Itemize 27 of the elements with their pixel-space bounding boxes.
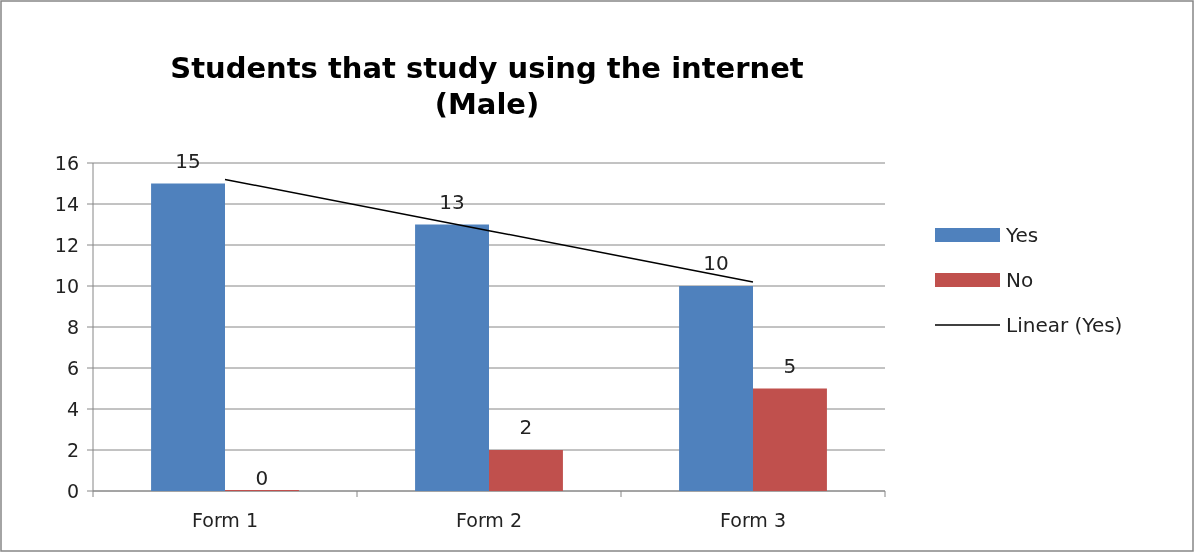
y-tick-label: 6 <box>66 357 79 379</box>
y-tick-label: 10 <box>54 275 79 297</box>
bar <box>151 183 225 491</box>
y-tick-label: 14 <box>54 193 79 215</box>
x-tick-label: Form 3 <box>720 509 786 531</box>
data-label: 2 <box>519 415 533 439</box>
x-tick-label: Form 2 <box>456 509 522 531</box>
y-tick-label: 2 <box>66 439 79 461</box>
data-label: 15 <box>175 148 201 173</box>
y-tick-label: 8 <box>66 316 79 338</box>
bar <box>753 388 827 491</box>
y-tick-label: 16 <box>54 152 79 174</box>
data-label: 5 <box>783 353 797 378</box>
y-tick-label: 0 <box>66 480 79 502</box>
legend-label: Yes <box>1005 223 1039 247</box>
y-tick-label: 12 <box>54 234 79 256</box>
legend-label: Linear (Yes) <box>1006 313 1123 337</box>
bar <box>415 224 489 491</box>
bar <box>489 450 563 491</box>
data-label: 10 <box>703 251 729 275</box>
x-tick-label: Form 1 <box>192 509 258 531</box>
legend-label: No <box>1006 268 1034 292</box>
y-tick-label: 4 <box>66 398 79 420</box>
bar <box>679 286 753 491</box>
chart-title: Students that study using the internet (Male) <box>170 51 804 121</box>
data-label: 0 <box>255 466 269 490</box>
data-label: 13 <box>439 189 465 214</box>
